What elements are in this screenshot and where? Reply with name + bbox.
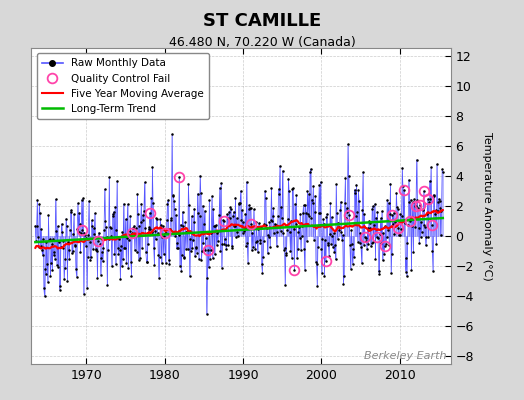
Text: ST CAMILLE: ST CAMILLE: [203, 12, 321, 30]
Text: 46.480 N, 70.220 W (Canada): 46.480 N, 70.220 W (Canada): [169, 36, 355, 49]
Text: Berkeley Earth: Berkeley Earth: [364, 351, 446, 361]
Y-axis label: Temperature Anomaly (°C): Temperature Anomaly (°C): [482, 132, 493, 280]
Legend: Raw Monthly Data, Quality Control Fail, Five Year Moving Average, Long-Term Tren: Raw Monthly Data, Quality Control Fail, …: [37, 53, 209, 119]
